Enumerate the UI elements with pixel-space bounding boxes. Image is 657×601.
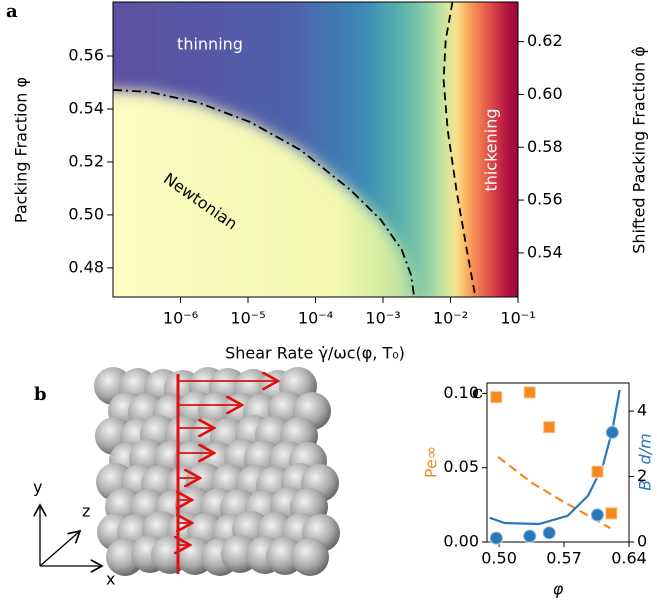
boundary-line: [113, 89, 416, 297]
point: [522, 528, 538, 544]
panel-c: c φ Pe∞ B · d/m 0.50 0.57 0.64 0.00 0.05 0.10…: [422, 382, 655, 599]
y-tick-label: 0.05: [443, 457, 479, 476]
y-tick-label: 0.52: [68, 151, 104, 170]
y2-axis-label: Shifted Packing Fraction φ̂: [630, 46, 649, 254]
annotation: thinning: [177, 35, 243, 54]
axis-name: y: [33, 478, 42, 497]
y2-axis-label: B · d/m: [636, 433, 655, 490]
panel-label: c: [472, 382, 483, 403]
panel-label: b: [34, 384, 47, 405]
particles: [94, 367, 340, 576]
x-tick-label: 0.64: [611, 549, 647, 568]
heatmap-thinning-region: [113, 2, 477, 297]
y-tick-label: 0.00: [443, 532, 479, 551]
flow-arrows: [178, 374, 278, 574]
y2-tick-label: 2: [637, 466, 647, 485]
y2-tick-label: 0.62: [527, 31, 563, 50]
y-axis-label: Pe∞: [422, 446, 441, 478]
point: [541, 525, 557, 541]
x-tick-label: 10⁻²: [433, 309, 468, 328]
y-tick-label: 0.50: [68, 204, 104, 223]
x-tick-label: 10⁻¹: [500, 309, 535, 328]
panel-a: a Shear Rate γ̇/ωc(φ, T₀) Packing Fracti…: [6, 1, 649, 363]
x-tick-label: 0.50: [481, 549, 517, 568]
point: [488, 530, 504, 546]
y2-tick-label: 0.58: [527, 137, 563, 156]
axis-name: x: [106, 570, 115, 589]
panel-b: b x y z: [33, 367, 340, 589]
boundary-line: [442, 2, 477, 297]
x-tick-label: 10⁻⁴: [298, 309, 333, 328]
point: [604, 424, 620, 440]
y-tick-label: 0.54: [68, 98, 104, 117]
panel-label: a: [6, 1, 18, 22]
y-tick-label: 0.56: [68, 46, 104, 65]
y2-tick-label: 0.56: [527, 190, 563, 209]
x-tick-label: 10⁻⁶: [163, 309, 198, 328]
y2-tick-label: 0.54: [527, 242, 563, 261]
x-tick-label: 0.57: [546, 549, 582, 568]
x-axis-label: Shear Rate γ̇/ωc(φ, T₀): [225, 344, 405, 363]
point: [522, 385, 537, 400]
point: [604, 506, 619, 521]
y-axis-label: Packing Fraction φ: [12, 77, 31, 223]
point: [542, 420, 557, 435]
fit-line: [489, 389, 621, 526]
y-tick-label: 0.10: [443, 383, 479, 402]
heatmap: [113, 2, 518, 297]
y-tick-label: 0.48: [68, 257, 104, 276]
x-axis-label: φ: [553, 580, 564, 599]
y2-tick-label: 4: [637, 401, 647, 420]
y2-tick-label: 0: [637, 532, 647, 551]
particle: [291, 538, 329, 576]
point: [589, 507, 605, 523]
point: [489, 390, 504, 405]
frame: [486, 382, 630, 543]
axis-name: z: [82, 502, 90, 521]
point: [590, 464, 605, 479]
annotation: thickening: [482, 108, 501, 191]
x-tick-label: 10⁻⁵: [230, 309, 265, 328]
axis-arrow: [39, 531, 80, 567]
x-tick-label: 10⁻³: [365, 309, 400, 328]
y2-tick-label: 0.60: [527, 84, 563, 103]
